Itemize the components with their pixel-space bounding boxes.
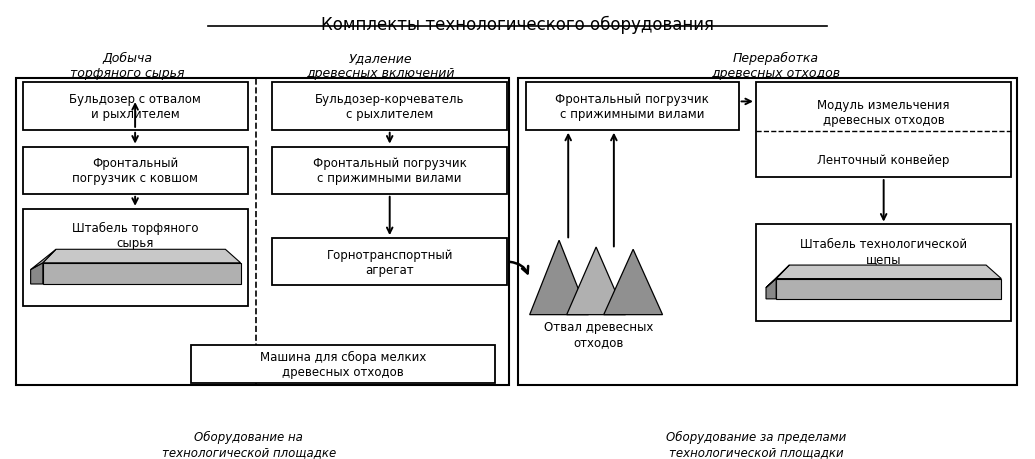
Text: Отвал древесных
отходов: Отвал древесных отходов (544, 320, 653, 348)
Bar (23, 209, 247, 306)
Bar (756, 225, 1011, 322)
Text: Машина для сбора мелких
древесных отходов: Машина для сбора мелких древесных отходо… (260, 350, 426, 378)
Bar (272, 239, 507, 285)
Text: Ленточный конвейер: Ленточный конвейер (818, 153, 950, 166)
Text: Добыча
торфяного сырья: Добыча торфяного сырья (69, 52, 184, 80)
Bar (272, 147, 507, 195)
Polygon shape (530, 241, 589, 315)
Bar (526, 84, 739, 130)
Text: Бульдозер с отвалом
и рыхлителем: Бульдозер с отвалом и рыхлителем (69, 93, 201, 121)
Text: Горнотранспортный
агрегат: Горнотранспортный агрегат (326, 248, 453, 276)
Text: Фронтальный погрузчик
с прижимными вилами: Фронтальный погрузчик с прижимными вилам… (555, 93, 709, 121)
Text: Переработка
древесных отходов: Переработка древесных отходов (712, 52, 840, 80)
Text: Удаление
древесных включений: Удаление древесных включений (306, 52, 454, 80)
Polygon shape (766, 265, 790, 288)
Bar (272, 84, 507, 130)
Bar (23, 84, 247, 130)
Bar (23, 147, 247, 195)
Bar (756, 84, 1011, 178)
Text: Штабель торфяного
сырья: Штабель торфяного сырья (71, 222, 199, 250)
Bar (190, 345, 495, 383)
Polygon shape (31, 250, 56, 270)
Polygon shape (31, 263, 42, 285)
Polygon shape (776, 265, 1001, 279)
Polygon shape (766, 279, 776, 299)
Text: Оборудование на
технологической площадке: Оборудование на технологической площадке (161, 430, 335, 458)
Bar (518, 79, 1016, 385)
Polygon shape (567, 247, 625, 315)
Text: Оборудование за пределами
технологической площадки: Оборудование за пределами технологическо… (666, 430, 846, 458)
Polygon shape (42, 250, 240, 263)
Polygon shape (42, 263, 240, 285)
Text: Комплекты технологического оборудования: Комплекты технологического оборудования (321, 16, 714, 34)
Text: Штабель технологической
щепы: Штабель технологической щепы (800, 238, 968, 266)
Polygon shape (776, 279, 1001, 299)
Text: Модуль измельчения
древесных отходов: Модуль измельчения древесных отходов (818, 99, 950, 127)
Text: Фронтальный
погрузчик с ковшом: Фронтальный погрузчик с ковшом (72, 157, 198, 185)
Text: Фронтальный погрузчик
с прижимными вилами: Фронтальный погрузчик с прижимными вилам… (313, 157, 467, 185)
Bar (17, 79, 509, 385)
Polygon shape (603, 250, 662, 315)
Text: Бульдозер-корчеватель
с рыхлителем: Бульдозер-корчеватель с рыхлителем (315, 93, 465, 121)
